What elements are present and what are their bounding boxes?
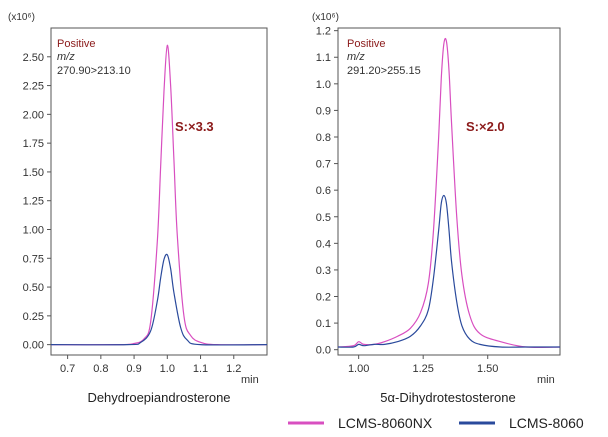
chart-title: Dehydroepiandrosterone [87,390,230,405]
y-tick-label: 0.00 [23,340,44,352]
chart-panel-dht: (x10⁶) 0.0 0.1 0.2 0.3 0.4 0.5 0.6 0.7 0.8 0.9 1.0… [312,12,561,405]
y-tick-label: 2.00 [23,109,44,121]
x-tick-label: 1.25 [412,363,433,375]
y-tick-label: 0.8 [316,132,331,144]
y-tick-label: 2.25 [23,81,44,93]
y-tick-label: 0.2 [316,292,331,304]
chart-panel-dhea: (x10⁶) 0.00 0.25 0.50 0.75 1.00 1.25 1.50 1.75 2… [8,12,268,405]
x-axis-unit: min [241,374,259,386]
x-tick-label: 0.8 [93,363,108,375]
x-axis-unit: min [537,374,555,386]
y-tick-label: 0.1 [316,318,331,330]
legend: LCMS-8060NX LCMS-8060 [288,415,584,431]
y-tick-label: 0.50 [23,282,44,294]
annotation-mz: m/z [57,51,75,63]
legend-label-nx: LCMS-8060NX [338,415,433,431]
y-tick-label: 0.3 [316,265,331,277]
x-axis: 1.00 1.25 1.50 [348,355,498,375]
series-lines [51,44,267,346]
y-tick-label: 2.50 [23,52,44,64]
series-line-lcms-8060 [338,194,560,348]
y-tick-label: 1.00 [23,224,44,236]
annotation-mode: Positive [347,38,386,50]
y-tick-label: 0.9 [316,105,331,117]
annotation-transition: 270.90>213.10 [57,65,131,77]
x-tick-label: 1.00 [348,363,369,375]
plot-area-frame [337,27,561,356]
x-axis: 0.7 0.8 0.9 1.0 1.1 1.2 [60,355,241,375]
x-tick-label: 1.2 [226,363,241,375]
y-multiplier-label: (x10⁶) [312,12,339,23]
annotation-mode: Positive [57,38,96,50]
series-lines [338,37,560,349]
x-tick-label: 1.50 [477,363,498,375]
y-tick-label: 0.7 [316,159,331,171]
y-tick-label: 1.25 [23,196,44,208]
y-tick-label: 1.50 [23,167,44,179]
series-line-lcms-8060 [51,253,267,346]
y-tick-label: 0.6 [316,185,331,197]
x-tick-label: 0.7 [60,363,75,375]
y-tick-label: 1.0 [316,79,331,91]
y-tick-label: 0.0 [316,345,331,357]
scale-factor-label: S:×3.3 [175,119,214,134]
y-multiplier-label: (x10⁶) [8,12,35,23]
x-tick-label: 0.9 [126,363,141,375]
annotation-mz: m/z [347,51,365,63]
y-tick-label: 1.75 [23,138,44,150]
y-tick-label: 1.1 [316,52,331,64]
y-tick-label: 0.5 [316,212,331,224]
annotation-transition: 291.20>255.15 [347,65,421,77]
legend-label-8060: LCMS-8060 [509,415,584,431]
y-tick-label: 0.75 [23,253,44,265]
x-tick-label: 1.1 [193,363,208,375]
plot-area-frame [50,27,268,356]
y-tick-label: 0.25 [23,311,44,323]
y-axis: 0.00 0.25 0.50 0.75 1.00 1.25 1.50 1.75 2.00 2.25… [23,52,51,352]
scale-factor-label: S:×2.0 [466,119,505,134]
x-tick-label: 1.0 [160,363,175,375]
y-tick-label: 0.4 [316,238,331,250]
y-tick-label: 1.2 [316,26,331,38]
y-axis: 0.0 0.1 0.2 0.3 0.4 0.5 0.6 0.7 0.8 0.9 1.0 1.1 1.2 [316,26,338,357]
chart-title: 5α-Dihydrotestosterone [380,390,515,405]
